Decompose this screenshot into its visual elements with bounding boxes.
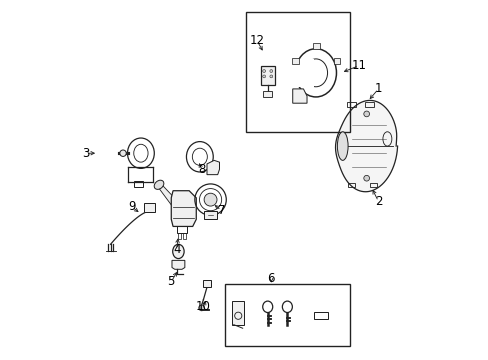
Bar xyxy=(203,211,217,219)
Text: 11: 11 xyxy=(350,59,366,72)
Text: 5: 5 xyxy=(167,275,175,288)
Circle shape xyxy=(269,69,272,72)
Bar xyxy=(290,59,313,87)
Text: 8: 8 xyxy=(198,163,205,176)
Bar xyxy=(260,66,274,85)
Polygon shape xyxy=(292,89,306,103)
Polygon shape xyxy=(171,191,196,226)
Text: 10: 10 xyxy=(196,300,210,313)
Text: 6: 6 xyxy=(267,272,274,285)
Circle shape xyxy=(262,75,265,78)
Bar xyxy=(203,280,211,287)
Bar xyxy=(369,183,376,187)
Bar xyxy=(292,58,298,63)
Circle shape xyxy=(363,175,369,181)
Text: 4: 4 xyxy=(173,243,180,256)
Bar xyxy=(333,58,340,63)
Text: 1: 1 xyxy=(374,82,382,95)
Bar xyxy=(365,102,373,107)
Bar xyxy=(263,91,271,97)
Bar xyxy=(134,181,142,187)
Text: 2: 2 xyxy=(374,195,382,208)
Circle shape xyxy=(203,193,217,206)
Text: 12: 12 xyxy=(249,34,264,47)
Bar xyxy=(312,43,319,49)
Bar xyxy=(246,12,349,132)
Text: 3: 3 xyxy=(81,147,89,160)
Bar xyxy=(313,312,328,319)
Polygon shape xyxy=(206,160,219,175)
Ellipse shape xyxy=(337,132,347,160)
Ellipse shape xyxy=(120,150,126,157)
Text: 9: 9 xyxy=(128,200,136,213)
Circle shape xyxy=(262,69,265,72)
Bar xyxy=(231,301,244,325)
Bar xyxy=(347,183,354,187)
Bar xyxy=(346,102,355,107)
Polygon shape xyxy=(335,100,397,192)
Polygon shape xyxy=(157,183,185,215)
Bar xyxy=(177,233,180,239)
Circle shape xyxy=(363,111,369,117)
Ellipse shape xyxy=(154,180,163,189)
Circle shape xyxy=(269,75,272,78)
Bar xyxy=(176,226,187,233)
Bar xyxy=(224,284,349,346)
Ellipse shape xyxy=(172,244,184,258)
Polygon shape xyxy=(172,260,184,269)
Text: 7: 7 xyxy=(217,204,224,217)
Bar xyxy=(183,233,186,239)
Bar xyxy=(144,203,155,212)
